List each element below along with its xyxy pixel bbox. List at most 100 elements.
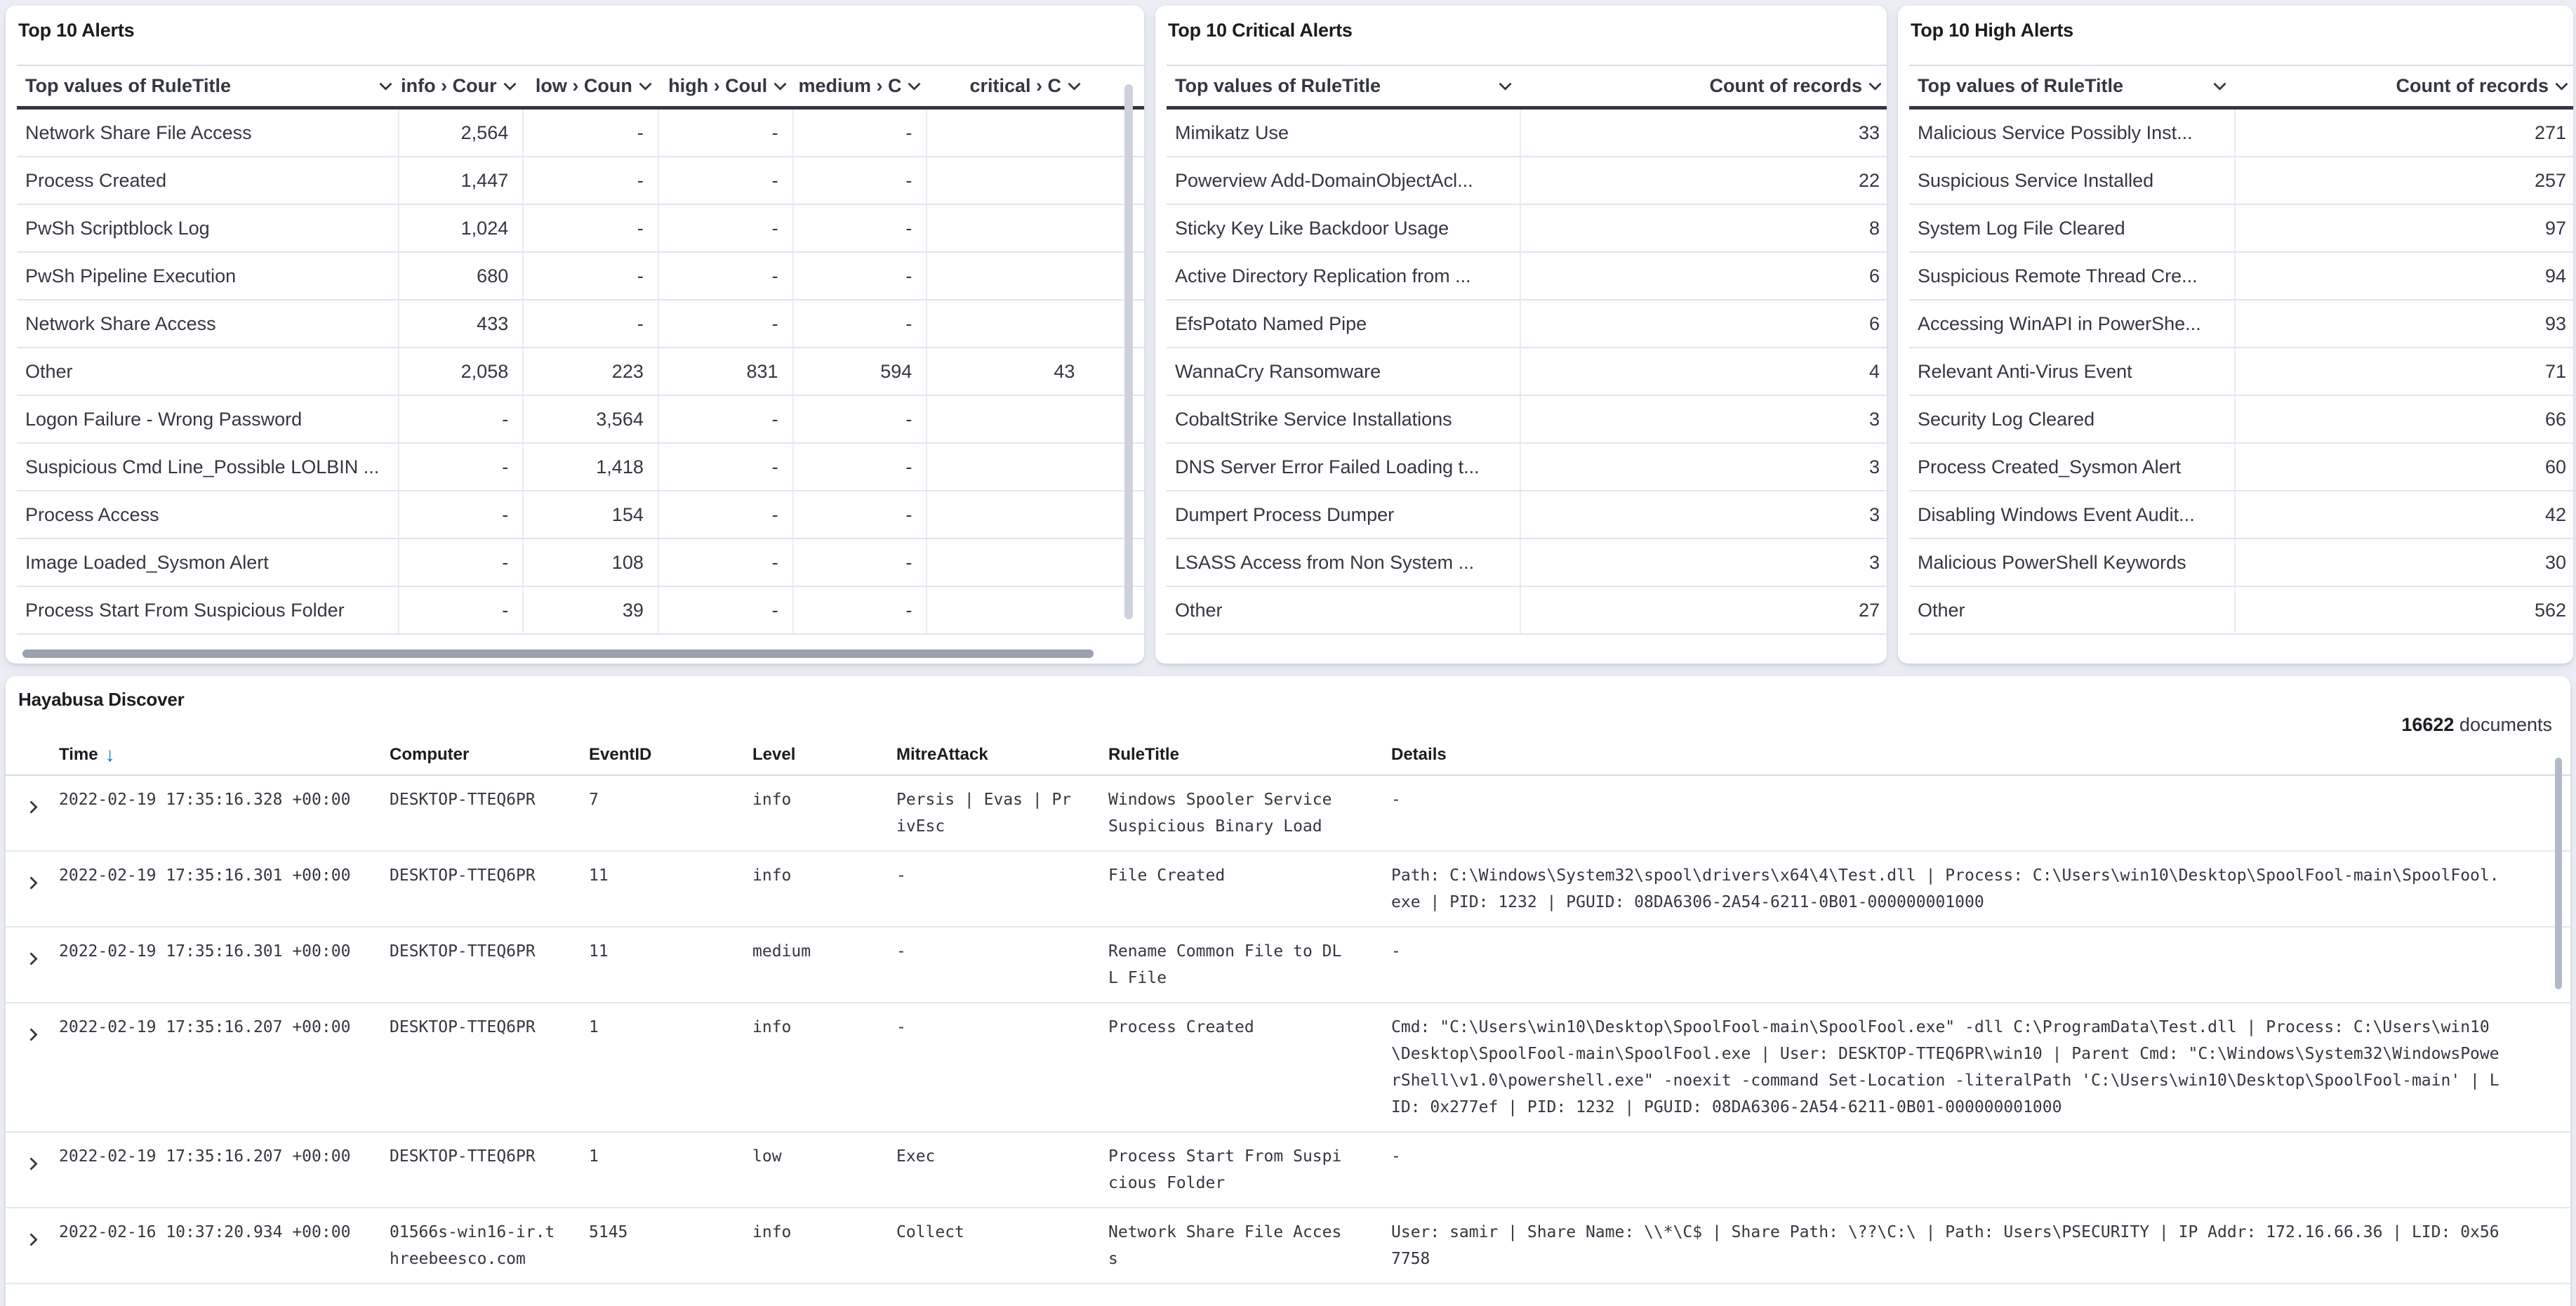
column-header-label: info › Cour xyxy=(401,75,497,96)
chevron-down-icon xyxy=(774,77,787,91)
table-row: DNS Server Error Failed Loading t... 3 xyxy=(1167,444,1887,492)
count-cell: 2,564 xyxy=(397,110,523,156)
table-row: Suspicious Cmd Line_Possible LOLBIN ... -… xyxy=(17,444,1144,492)
count-cell: - xyxy=(657,587,792,633)
sort-header-low[interactable]: low › Coun xyxy=(526,75,661,97)
discover-row: 2022-02-19 17:35:16.301 +00:00 DESKTOP-TT… xyxy=(6,928,2570,1003)
table-row: Accessing WinAPI in PowerShe... 93 xyxy=(1909,301,2573,348)
count-cell: - xyxy=(792,110,927,156)
expand-row-button[interactable] xyxy=(20,1014,59,1121)
count-cell xyxy=(926,110,1144,156)
sort-header-count[interactable]: Count of records xyxy=(1520,75,1887,97)
count-cell: 97 xyxy=(2234,205,2573,251)
expand-row-button[interactable] xyxy=(20,938,59,991)
count-cell: - xyxy=(657,157,792,204)
count-cell: - xyxy=(522,110,658,156)
count-cell xyxy=(926,253,1144,299)
expand-row-button[interactable] xyxy=(20,1219,59,1272)
chevron-right-icon xyxy=(25,876,38,890)
column-header-computer[interactable]: Computer xyxy=(390,745,589,765)
sort-header-ruletitle[interactable]: Top values of RuleTitle xyxy=(1167,75,1520,97)
expand-row-button[interactable] xyxy=(20,786,59,840)
panel-title: Top 10 High Alerts xyxy=(1911,20,2073,41)
column-header-mitreattack[interactable]: MitreAttack xyxy=(896,745,1108,765)
rule-title-cell: PwSh Scriptblock Log xyxy=(25,217,210,239)
expand-row-button[interactable] xyxy=(20,862,59,916)
column-header-eventid[interactable]: EventID xyxy=(589,745,752,765)
computer-cell: DESKTOP-TTEQ6PR xyxy=(390,1014,589,1121)
vertical-scrollbar[interactable] xyxy=(1124,84,1133,619)
sort-header-medium[interactable]: medium › C xyxy=(796,75,930,97)
count-cell: - xyxy=(397,587,523,633)
high-table-body: Malicious Service Possibly Inst... 271 Sus… xyxy=(1909,110,2573,635)
count-cell: - xyxy=(792,157,927,204)
count-cell xyxy=(926,444,1144,490)
panel-top10-alerts: Top 10 Alerts Top values of RuleTitle in… xyxy=(6,6,1144,664)
time-cell: 2022-02-19 17:35:16.328 +00:00 xyxy=(59,791,351,809)
table-row: System Log File Cleared 97 xyxy=(1909,205,2573,253)
sort-header-high[interactable]: high › Coul xyxy=(661,75,796,97)
count-cell: - xyxy=(657,301,792,347)
rule-title-cell: Process Created_Sysmon Alert xyxy=(1918,456,2182,477)
mitreattack-cell: - xyxy=(896,938,1108,991)
count-cell: 831 xyxy=(657,348,792,395)
expand-row-button[interactable] xyxy=(20,1143,59,1196)
critical-table-header: Top values of RuleTitle Count of records xyxy=(1167,65,1887,110)
critical-table: Top values of RuleTitle Count of records… xyxy=(1167,65,1887,635)
count-cell: - xyxy=(397,492,523,538)
count-cell: 66 xyxy=(2234,396,2573,442)
sort-header-count[interactable]: Count of records xyxy=(2234,75,2573,97)
rule-title-cell: DNS Server Error Failed Loading t... xyxy=(1175,456,1480,477)
column-header-details[interactable]: Details xyxy=(1391,745,2570,765)
mitreattack-cell: - xyxy=(896,862,1108,916)
table-row: Process Created_Sysmon Alert 60 xyxy=(1909,444,2573,492)
chevron-right-icon xyxy=(25,1233,38,1246)
count-cell: - xyxy=(522,157,658,204)
details-cell: Cmd: "C:\Users\win10\Desktop\SpoolFool-m… xyxy=(1391,1014,2570,1121)
rule-title-cell: Network Share File Access xyxy=(25,121,252,143)
table-row: Other 2,058 223 831 594 43 xyxy=(17,348,1144,396)
chevron-down-icon xyxy=(503,77,517,91)
high-table: Top values of RuleTitle Count of records… xyxy=(1909,65,2573,635)
horizontal-scrollbar[interactable] xyxy=(22,649,1094,658)
vertical-scrollbar[interactable] xyxy=(2555,758,2562,989)
chevron-down-icon xyxy=(2213,77,2226,91)
table-row: Process Access -154- - xyxy=(17,492,1144,539)
sort-header-ruletitle[interactable]: Top values of RuleTitle xyxy=(1909,75,2234,97)
ruletitle-value: Windows Spooler Service Suspicious Binar… xyxy=(1108,791,1342,836)
table-row: Dumpert Process Dumper 3 xyxy=(1167,492,1887,539)
table-row: Relevant Anti-Virus Event 71 xyxy=(1909,348,2573,396)
alerts-table-header: Top values of RuleTitle info › Cour low ›… xyxy=(17,65,1144,110)
ruletitle-cell: File Created xyxy=(1108,862,1391,916)
column-header-ruletitle[interactable]: RuleTitle xyxy=(1108,745,1391,765)
rule-title-cell: Accessing WinAPI in PowerShe... xyxy=(1918,312,2201,334)
count-cell: - xyxy=(792,539,927,586)
table-row: CobaltStrike Service Installations 3 xyxy=(1167,396,1887,444)
column-header-label: critical › C xyxy=(969,75,1062,96)
panel-top10-critical-alerts: Top 10 Critical Alerts Top values of Rul… xyxy=(1155,6,1887,664)
table-row: Logon Failure - Wrong Password -3,564- - xyxy=(17,396,1144,444)
sort-header-info[interactable]: info › Cour xyxy=(400,75,525,97)
ruletitle-value: Process Start From Suspicious Folder xyxy=(1108,1147,1342,1192)
count-cell: 43 xyxy=(926,348,1144,395)
count-cell xyxy=(926,396,1144,442)
time-cell: 2022-02-19 17:35:16.301 +00:00 xyxy=(59,866,351,885)
sort-header-time[interactable]: Time ↓ xyxy=(59,744,390,766)
alerts-table-body: Network Share File Access 2,564- - - Process… xyxy=(17,110,1144,635)
count-cell: 6 xyxy=(1520,253,1887,299)
mitreattack-value: Collect xyxy=(896,1223,964,1241)
count-cell: 94 xyxy=(2234,253,2573,299)
sort-header-critical[interactable]: critical › C xyxy=(930,75,1144,97)
table-row: Process Start From Suspicious Folder -39-… xyxy=(17,587,1144,635)
column-header-level[interactable]: Level xyxy=(752,745,896,765)
count-cell: - xyxy=(792,396,927,442)
count-cell: - xyxy=(522,253,658,299)
chevron-down-icon xyxy=(1499,77,1512,91)
table-row: Powerview Add-DomainObjectAcl... 22 xyxy=(1167,157,1887,205)
level-cell: info xyxy=(752,866,792,885)
table-row: Process Created 1,447- - - xyxy=(17,157,1144,205)
rule-title-cell: Image Loaded_Sysmon Alert xyxy=(25,551,269,573)
sort-header-ruletitle[interactable]: Top values of RuleTitle xyxy=(17,75,400,97)
count-cell: 4 xyxy=(1520,348,1887,395)
time-cell: 2022-02-16 10:37:20.934 +00:00 xyxy=(59,1223,351,1241)
